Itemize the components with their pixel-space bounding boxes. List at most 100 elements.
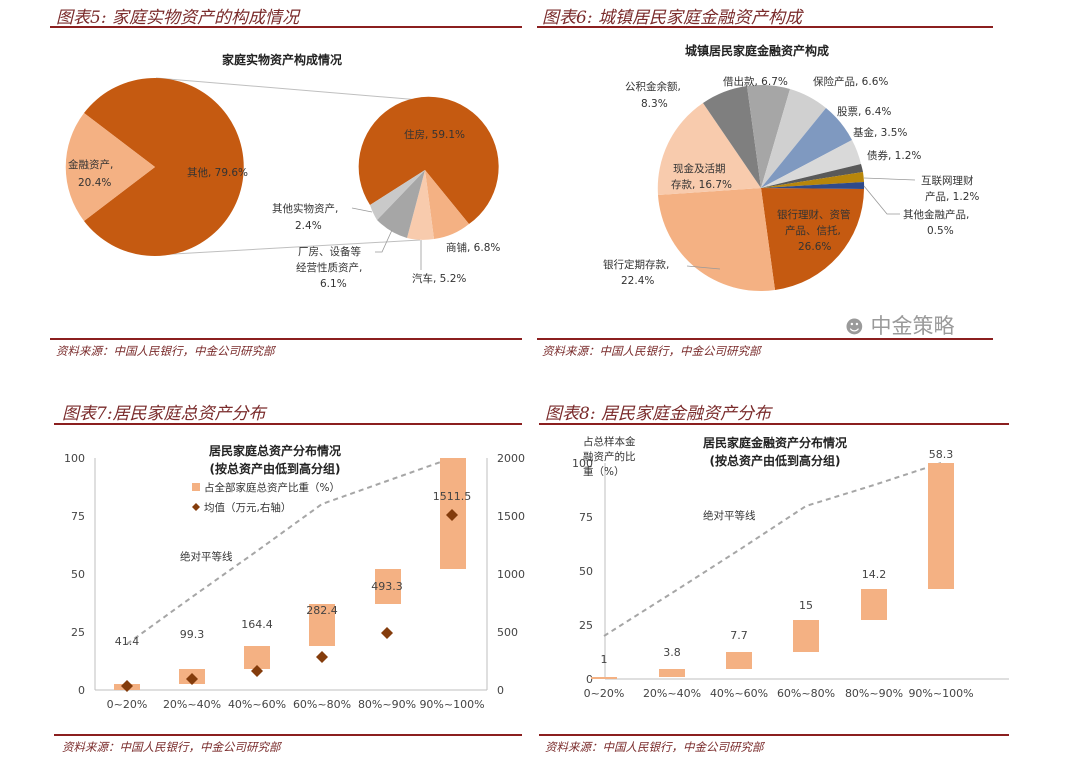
pie-slice-equipment bbox=[377, 170, 425, 238]
figure-5-chart-title: 家庭实物资产构成情况 bbox=[222, 52, 342, 67]
figure-8-chart-subtitle: (按总资产由低到高分组) bbox=[710, 453, 841, 468]
svg-text:3.8: 3.8 bbox=[663, 646, 681, 659]
figure-6-chart-title: 城镇居民家庭金融资产构成 bbox=[685, 43, 829, 58]
pie-slice-cars bbox=[407, 170, 434, 240]
slice-stocks bbox=[761, 108, 852, 188]
svg-text:20%~40%: 20%~40% bbox=[163, 698, 221, 711]
mean-value-labels: 41.4 99.3 164.4 282.4 493.3 1511.5 bbox=[115, 490, 472, 648]
svg-text:164.4: 164.4 bbox=[241, 618, 273, 631]
label-cash-line1: 现金及活期 bbox=[673, 162, 726, 175]
label-equipment-line2: 经营性质资产, bbox=[296, 261, 362, 274]
svg-text:25: 25 bbox=[71, 626, 85, 639]
y-axis-label-line1: 占总样本金 bbox=[583, 435, 636, 448]
legend-diamond-icon bbox=[192, 503, 200, 511]
svg-text:0~20%: 0~20% bbox=[584, 687, 625, 700]
label-bank-wealth-line1: 银行理财、资管 bbox=[777, 208, 851, 221]
leader-other-physical bbox=[351, 207, 373, 213]
label-equipment-line1: 厂房、设备等 bbox=[298, 245, 361, 258]
slice-insurance bbox=[761, 89, 826, 188]
figure-7-chart-subtitle: (按总资产由低到高分组) bbox=[210, 461, 341, 476]
label-internet-wealth: 互联网理财 bbox=[921, 174, 974, 187]
figure-8-top-rule bbox=[539, 423, 1009, 425]
figure-6-bottom-rule bbox=[537, 338, 993, 340]
main-pie bbox=[65, 77, 244, 256]
figure-7-chart-title: 居民家庭总资产分布情况 bbox=[209, 443, 341, 458]
svg-text:40%~60%: 40%~60% bbox=[710, 687, 768, 700]
label-financial-assets-pct: 20.4% bbox=[78, 177, 111, 189]
financial-assets-pie bbox=[657, 84, 865, 291]
pie-slice-shops bbox=[425, 170, 469, 239]
figure-5-title: 图表5: 家庭实物资产的构成情况 bbox=[56, 8, 299, 28]
svg-text:100: 100 bbox=[64, 452, 85, 465]
svg-text:99.3: 99.3 bbox=[180, 628, 205, 641]
label-bank-wealth-line2: 产品、信托, bbox=[785, 224, 841, 237]
label-stocks: 股票, 6.4% bbox=[837, 106, 891, 118]
svg-text:75: 75 bbox=[579, 511, 593, 524]
figure-8-panel: 图表8: 居民家庭金融资产分布 100 75 50 25 0 占总样本金 融资产… bbox=[535, 395, 1074, 769]
leader-time-deposits bbox=[686, 265, 721, 270]
svg-text:0: 0 bbox=[78, 684, 85, 697]
y-ticks: 100 75 50 25 0 bbox=[572, 457, 593, 686]
figure-5-bottom-rule bbox=[50, 338, 522, 340]
svg-text:50: 50 bbox=[71, 568, 85, 581]
svg-text:1511.5: 1511.5 bbox=[433, 490, 472, 503]
figure-7-chart: 100 75 50 25 0 2000 1500 1000 500 0 绝对平等… bbox=[64, 443, 525, 711]
figure-8-chart-title: 居民家庭金融资产分布情况 bbox=[703, 435, 847, 450]
svg-text:14.2: 14.2 bbox=[862, 568, 887, 581]
y-axis-label-line3: 重（%） bbox=[583, 465, 624, 478]
figure-8-bottom-rule bbox=[539, 734, 1009, 736]
marker-90-100 bbox=[446, 509, 458, 521]
figure-7-top-rule bbox=[54, 423, 522, 425]
svg-text:15: 15 bbox=[799, 599, 813, 612]
svg-text:100: 100 bbox=[572, 457, 593, 470]
svg-text:2000: 2000 bbox=[497, 452, 525, 465]
equality-line bbox=[603, 462, 942, 637]
legend-marker-label: 均值（万元,右轴） bbox=[204, 501, 291, 514]
svg-text:41.4: 41.4 bbox=[115, 635, 140, 648]
svg-text:7.7: 7.7 bbox=[730, 629, 748, 642]
label-time-deposits: 银行定期存款, bbox=[603, 258, 669, 271]
slice-other-financial bbox=[761, 182, 865, 189]
label-other: 其他, 79.6% bbox=[187, 166, 248, 179]
slice-time-deposits bbox=[658, 188, 775, 291]
label-other-physical: 其他实物资产, bbox=[272, 202, 338, 215]
right-y-ticks: 2000 1500 1000 500 0 bbox=[497, 452, 525, 697]
figure-5-top-rule bbox=[50, 26, 522, 28]
figure-8-source: 资料来源：中国人民银行，中金公司研究部 bbox=[545, 740, 764, 754]
label-other-physical-pct: 2.4% bbox=[295, 220, 322, 232]
label-other-financial: 其他金融产品, bbox=[903, 208, 969, 221]
svg-text:0~20%: 0~20% bbox=[107, 698, 148, 711]
bar-0-20 bbox=[591, 677, 617, 679]
svg-text:90%~100%: 90%~100% bbox=[908, 687, 973, 700]
label-provident-fund-pct: 8.3% bbox=[641, 98, 668, 110]
figure-7-panel: 图表7:居民家庭总资产分布 100 75 50 25 0 2000 1500 1… bbox=[0, 395, 530, 769]
pie-connector-top bbox=[155, 77, 421, 101]
figure-6-panel: 图表6: 城镇居民家庭金融资产构成 城镇居民家庭金融资产构成 公积金余额, 8.… bbox=[535, 0, 1074, 370]
svg-text:493.3: 493.3 bbox=[371, 580, 403, 593]
marker-60-80 bbox=[316, 651, 328, 663]
svg-text:60%~80%: 60%~80% bbox=[777, 687, 835, 700]
bar-90-100 bbox=[928, 463, 954, 589]
legend-bar-label: 占全部家庭总资产比重（%） bbox=[204, 481, 340, 494]
svg-text:1000: 1000 bbox=[497, 568, 525, 581]
svg-text:80%~90%: 80%~90% bbox=[358, 698, 416, 711]
equality-line-label: 绝对平等线 bbox=[703, 509, 756, 522]
label-loans-out: 借出款, 6.7% bbox=[723, 75, 788, 88]
svg-text:60%~80%: 60%~80% bbox=[293, 698, 351, 711]
bar-80-90 bbox=[861, 589, 887, 620]
share-bars bbox=[591, 463, 954, 679]
left-y-ticks: 100 75 50 25 0 bbox=[64, 452, 85, 697]
svg-text:40%~60%: 40%~60% bbox=[228, 698, 286, 711]
label-cash-line2: 存款, 16.7% bbox=[671, 178, 732, 191]
equality-line bbox=[126, 457, 453, 645]
figure-5-pie-of-pie-chart: 家庭实物资产构成情况 其他, 79.6% 金融资产, 20.4% 住房, 59.… bbox=[65, 52, 500, 290]
mean-markers bbox=[121, 509, 458, 692]
svg-text:0: 0 bbox=[497, 684, 504, 697]
label-shops: 商铺, 6.8% bbox=[446, 241, 500, 254]
bar-20-40 bbox=[659, 669, 685, 677]
label-financial-assets: 金融资产, bbox=[68, 158, 113, 171]
wechat-icon: ☻ bbox=[845, 317, 864, 338]
figure-8-title: 图表8: 居民家庭金融资产分布 bbox=[545, 404, 771, 424]
figure-5-panel: 图表5: 家庭实物资产的构成情况 家庭实物资产构成情况 其他, 79.6% 金融… bbox=[0, 0, 530, 370]
slice-cash-demand-deposits bbox=[657, 103, 761, 195]
